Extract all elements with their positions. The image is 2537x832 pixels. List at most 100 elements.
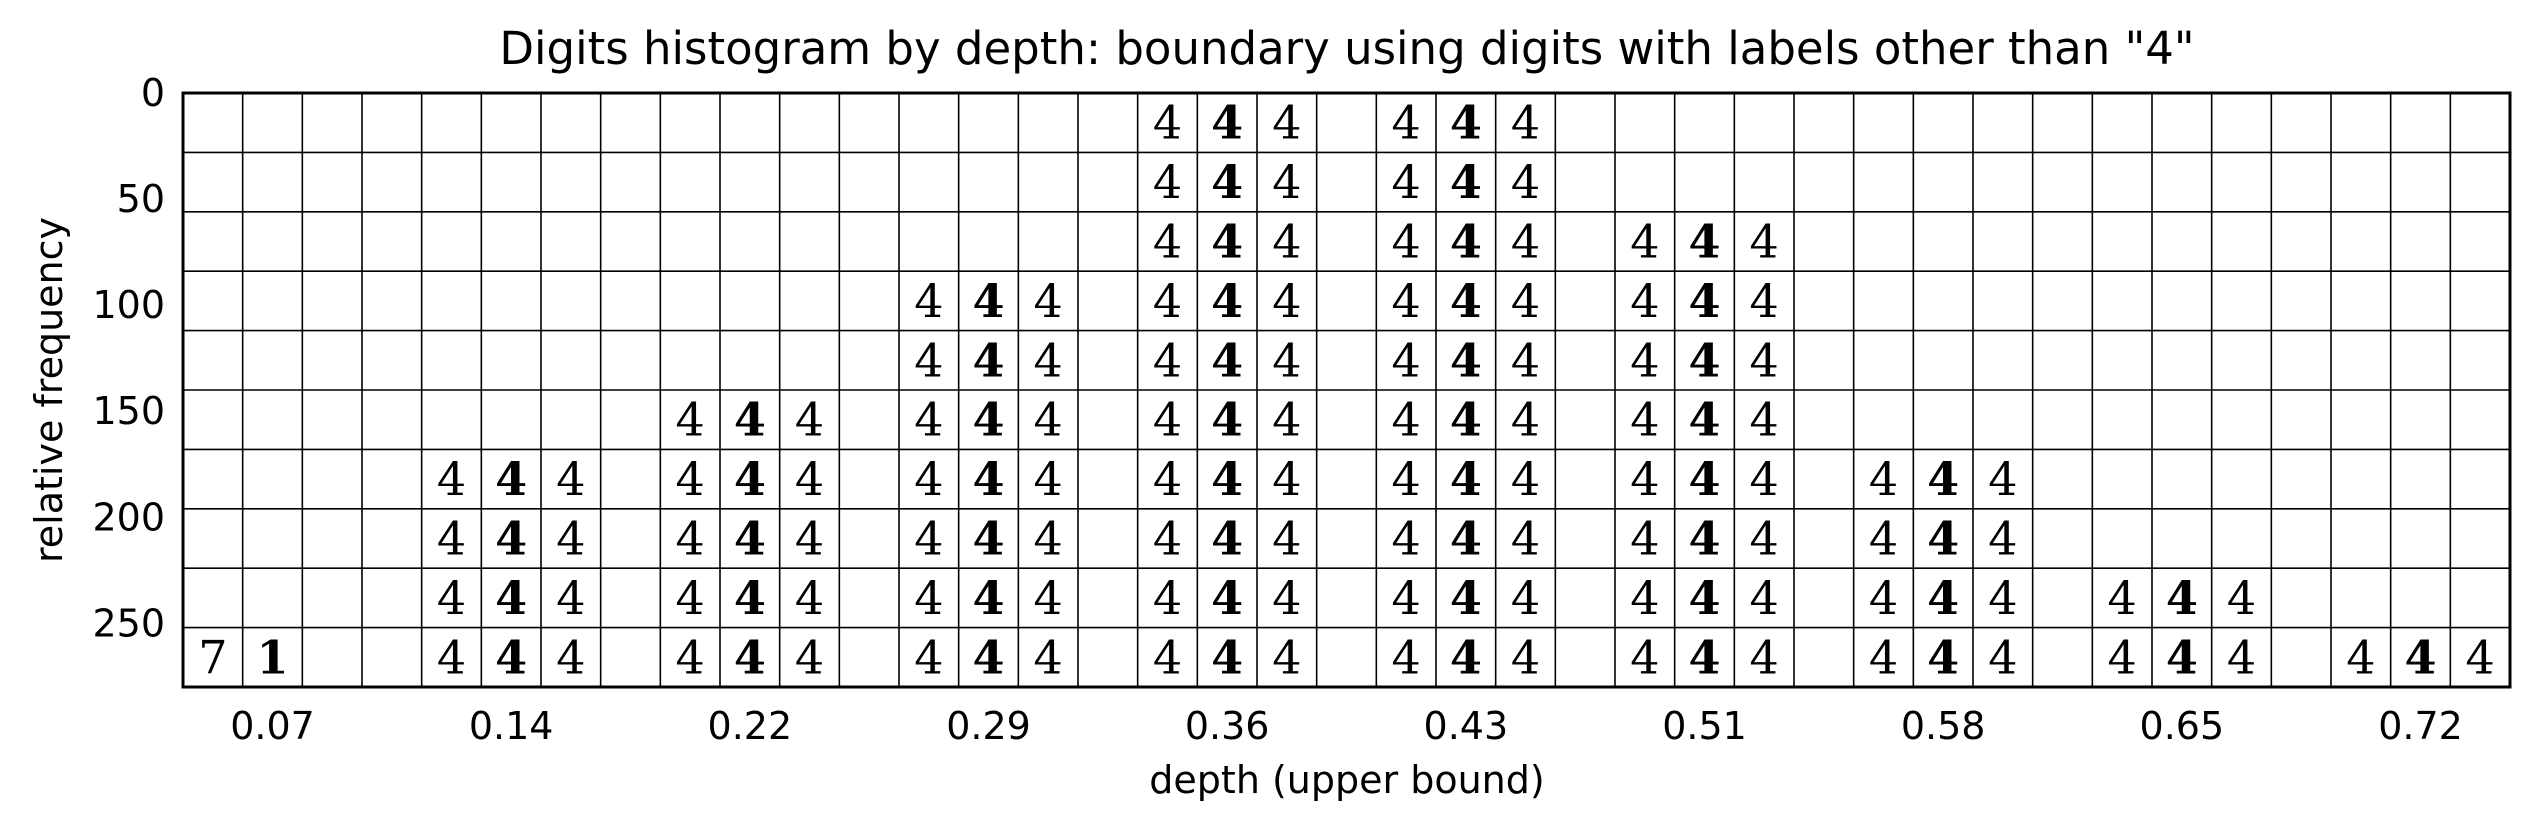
- digit-glyph: 4: [972, 274, 1004, 328]
- digit-glyph: 4: [1630, 393, 1659, 447]
- x-tick-label: 0.36: [1185, 704, 1270, 748]
- x-tick-label: 0.43: [1424, 704, 1509, 748]
- digit-glyph: 4: [1630, 215, 1659, 269]
- y-tick-label: 250: [92, 601, 165, 645]
- digit-glyph: 4: [1511, 571, 1540, 625]
- y-tick-label: 100: [92, 283, 165, 327]
- digit-glyph: 4: [2404, 630, 2436, 684]
- digit-glyph: 4: [914, 452, 943, 506]
- digit-glyph: 4: [1511, 630, 1540, 684]
- digit-glyph: 4: [1272, 452, 1301, 506]
- digit-glyph: 4: [2108, 630, 2137, 684]
- digit-glyph: 4: [1272, 393, 1301, 447]
- digit-glyph: 4: [1988, 630, 2017, 684]
- digit-glyph: 4: [676, 393, 705, 447]
- digit-glyph: 4: [1688, 393, 1720, 447]
- digit-glyph: 4: [1750, 215, 1779, 269]
- digit-glyph: 4: [1392, 571, 1421, 625]
- digit-glyph: 4: [1869, 452, 1898, 506]
- digit-glyph: 4: [1688, 571, 1720, 625]
- digit-glyph: 4: [1927, 512, 1959, 566]
- digit-glyph: 4: [1034, 274, 1063, 328]
- digit-glyph: 4: [1153, 571, 1182, 625]
- digit-glyph: 4: [795, 512, 824, 566]
- digit-glyph: 4: [914, 393, 943, 447]
- digit-glyph: 4: [495, 452, 527, 506]
- digit-glyph: 4: [1211, 452, 1243, 506]
- digit-glyph: 4: [1153, 96, 1182, 150]
- digit-glyph: 4: [1750, 393, 1779, 447]
- x-tick-label: 0.65: [2140, 704, 2225, 748]
- digit-glyph: 4: [1272, 155, 1301, 209]
- y-tick-label: 150: [92, 389, 165, 433]
- digit-glyph: 4: [1392, 512, 1421, 566]
- digit-glyph: 4: [1750, 452, 1779, 506]
- digit-glyph: 4: [1750, 512, 1779, 566]
- digit-glyph: 4: [1392, 96, 1421, 150]
- digit-glyph: 4: [795, 452, 824, 506]
- digit-glyph: 4: [1034, 393, 1063, 447]
- digit-glyph: 4: [676, 452, 705, 506]
- digit-glyph: 4: [1988, 452, 2017, 506]
- digit-glyph: 4: [1869, 512, 1898, 566]
- digit-glyph: 4: [1688, 333, 1720, 387]
- digit-glyph: 4: [795, 630, 824, 684]
- digit-glyph: 4: [914, 571, 943, 625]
- digit-glyph: 4: [1688, 630, 1720, 684]
- digit-glyph: 4: [1450, 155, 1482, 209]
- digit-glyph: 4: [1272, 215, 1301, 269]
- digit-glyph: 4: [1869, 571, 1898, 625]
- digit-glyph: 4: [914, 512, 943, 566]
- digit-glyph: 4: [676, 571, 705, 625]
- digit-glyph: 4: [1450, 512, 1482, 566]
- digit-glyph: 7: [198, 630, 227, 684]
- digit-glyph: 4: [556, 571, 585, 625]
- digit-glyph: 4: [795, 393, 824, 447]
- digit-glyph: 4: [1450, 215, 1482, 269]
- digit-glyph: 4: [1211, 393, 1243, 447]
- digit-glyph: 4: [1450, 274, 1482, 328]
- digit-glyph: 4: [1034, 571, 1063, 625]
- digit-glyph: 4: [1392, 393, 1421, 447]
- digit-glyph: 4: [1153, 333, 1182, 387]
- x-tick-label: 0.29: [946, 704, 1031, 748]
- y-tick-label: 50: [117, 177, 165, 221]
- digit-glyph: 4: [1988, 512, 2017, 566]
- digit-glyph: 4: [1211, 96, 1243, 150]
- digit-glyph: 4: [437, 630, 466, 684]
- digit-glyph: 4: [1272, 512, 1301, 566]
- digit-glyph: 4: [2108, 571, 2137, 625]
- x-axis-label: depth (upper bound): [1149, 758, 1544, 802]
- digit-glyph: 4: [437, 452, 466, 506]
- digit-glyph: 4: [1392, 333, 1421, 387]
- digit-glyph: 4: [1034, 452, 1063, 506]
- digit-glyph: 4: [914, 333, 943, 387]
- x-axis-ticks: 0.07 0.14 0.22 0.29 0.36 0.43 0.51 0.58 0.65 0.72: [230, 704, 2463, 748]
- digit-glyph: 4: [1927, 630, 1959, 684]
- y-axis-label: relative frequency: [27, 217, 71, 563]
- digit-glyph: 4: [1511, 274, 1540, 328]
- x-tick-label: 0.51: [1662, 704, 1747, 748]
- digit-glyph: 4: [1153, 215, 1182, 269]
- digit-glyph: 4: [1272, 333, 1301, 387]
- digit-glyph: 4: [734, 393, 766, 447]
- x-tick-label: 0.58: [1901, 704, 1986, 748]
- digit-glyph: 4: [1511, 393, 1540, 447]
- digit-glyph: 4: [914, 274, 943, 328]
- digit-glyph: 4: [1927, 571, 1959, 625]
- digit-glyph: 4: [1211, 512, 1243, 566]
- digit-glyph: 4: [734, 571, 766, 625]
- digit-glyph: 4: [972, 512, 1004, 566]
- digit-glyph: 4: [1511, 155, 1540, 209]
- digit-glyph: 4: [1927, 452, 1959, 506]
- digit-glyph: 4: [1511, 333, 1540, 387]
- digit-glyph: 4: [556, 452, 585, 506]
- digit-glyph: 4: [1988, 571, 2017, 625]
- digit-glyph: 4: [1153, 630, 1182, 684]
- digit-glyph: 4: [1750, 274, 1779, 328]
- digit-glyph: 4: [1688, 215, 1720, 269]
- digit-glyph: 4: [1153, 512, 1182, 566]
- digit-glyph: 4: [795, 571, 824, 625]
- digit-glyph: 4: [1153, 452, 1182, 506]
- digit-glyph: 4: [734, 512, 766, 566]
